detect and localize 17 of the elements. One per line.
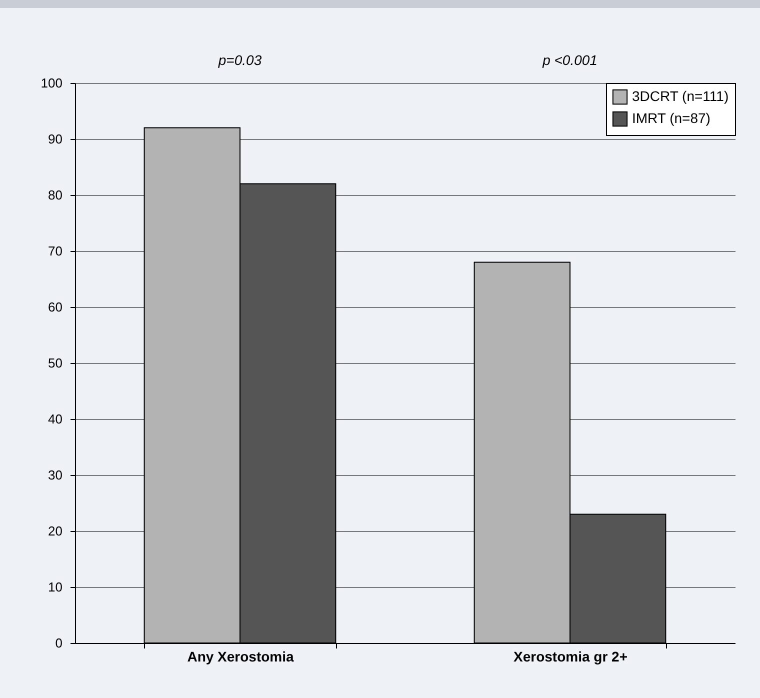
y-tick-label: 0 [55,636,62,650]
y-tick-label: 30 [48,468,62,482]
legend-label: IMRT (n=87) [632,110,710,126]
x-tick-label: Xerostomia gr 2+ [514,648,628,664]
y-tick-label: 40 [48,412,62,426]
y-tick-label: 100 [40,76,62,90]
x-tick-label: Any Xerostomia [187,648,294,664]
y-tick-label: 50 [48,356,62,370]
y-tick-label: 90 [48,132,62,146]
y-tick-label: 60 [48,300,62,314]
text: p <0.001 [542,52,598,68]
y-tick-label: 20 [48,524,62,538]
y-tick-label: 70 [48,244,62,258]
legend-label: 3DCRT (n=111) [632,88,729,104]
y-tick-label: 10 [48,580,62,594]
text: p=0.03 [217,52,262,68]
y-tick-label: 80 [48,188,62,202]
